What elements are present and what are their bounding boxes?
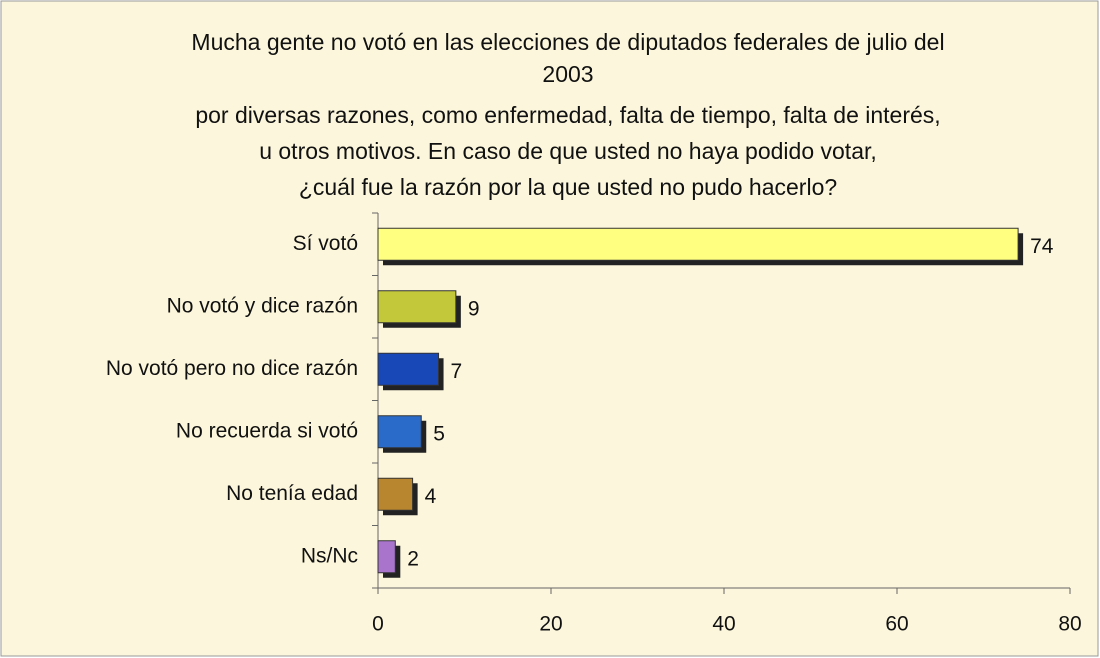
chart-title: Mucha gente no votó en las elecciones de… [191, 29, 944, 55]
bar [377, 415, 422, 449]
chart-title: ¿cuál fue la razón por la que usted no p… [299, 174, 837, 200]
x-tick-label: 0 [372, 613, 384, 636]
x-tick-label: 80 [1058, 613, 1081, 636]
value-label: 9 [468, 297, 480, 320]
y-tick-label: No votó pero no dice razón [106, 357, 358, 380]
bar [377, 540, 396, 574]
bar [377, 477, 414, 511]
x-tick-label: 60 [885, 613, 908, 636]
x-tick-label: 40 [712, 613, 735, 636]
y-tick-label: No votó y dice razón [167, 294, 358, 317]
chart-title: por diversas razones, como enfermedad, f… [195, 102, 940, 128]
value-label: 74 [1030, 235, 1054, 258]
chart-title: u otros motivos. En caso de que usted no… [259, 138, 877, 164]
y-tick-label: Ns/Nc [301, 544, 358, 567]
bar [377, 290, 457, 324]
y-tick-label: Sí votó [293, 232, 358, 255]
value-label: 4 [425, 485, 437, 508]
y-tick-label: No tenía edad [226, 482, 358, 505]
value-label: 2 [407, 547, 419, 570]
y-tick-label: No recuerda si votó [176, 419, 358, 442]
bar [377, 352, 440, 386]
value-label: 5 [433, 422, 445, 445]
value-label: 7 [451, 360, 463, 383]
x-tick-label: 20 [539, 613, 562, 636]
bar [377, 227, 1019, 261]
chart-title: 2003 [542, 61, 593, 87]
